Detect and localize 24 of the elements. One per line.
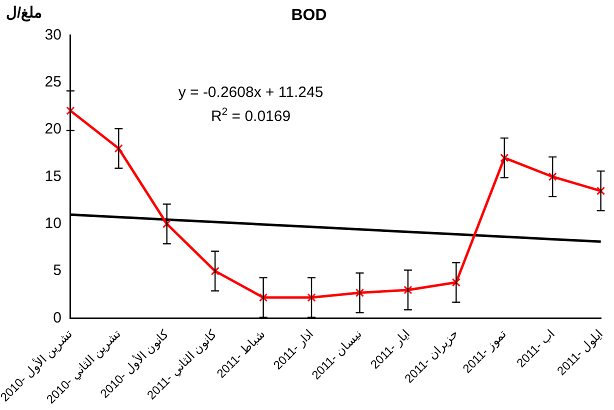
y-tick-label: 20 [44, 120, 62, 138]
point [114, 144, 123, 153]
x-tick-label: تموز -2011 [460, 326, 509, 376]
y-tick-label: 10 [44, 215, 62, 232]
point [259, 293, 268, 302]
point [500, 154, 509, 162]
chart-title: BOD [291, 7, 327, 24]
point [66, 106, 75, 115]
y-tick-label: 25 [44, 74, 62, 91]
y-tick-label: 30 [44, 26, 62, 44]
point [452, 278, 460, 287]
point [404, 286, 412, 294]
y-axis-title: ملغ/ل [6, 4, 42, 22]
annotation: y = -0.2608x + 11.245 [178, 84, 324, 102]
y-tick-label: 15 [44, 168, 62, 185]
y-tick-label: 5 [53, 262, 62, 280]
point [162, 220, 172, 228]
x-tick-label: شباط -2011 [214, 326, 268, 381]
point [596, 186, 606, 196]
point [307, 293, 316, 302]
y-tick-label: 0 [53, 309, 62, 326]
point [355, 288, 364, 298]
point [548, 172, 557, 182]
point [210, 266, 220, 276]
